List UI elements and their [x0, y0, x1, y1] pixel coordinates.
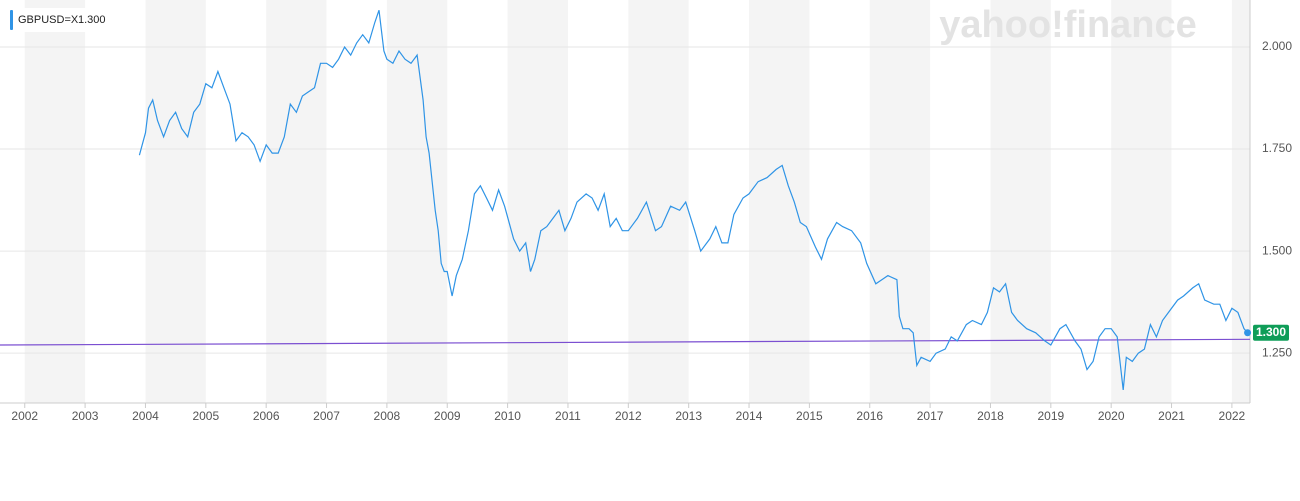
year-band	[869, 0, 931, 403]
x-tick-label: 2019	[1037, 409, 1064, 423]
year-band	[1231, 0, 1250, 403]
year-band	[1111, 0, 1172, 403]
x-tick-label: 2013	[675, 409, 702, 423]
x-tick-label: 2007	[313, 409, 340, 423]
year-band	[628, 0, 689, 403]
x-tick-label: 2015	[796, 409, 823, 423]
year-band	[24, 0, 86, 403]
price-line	[138, 10, 1249, 390]
x-tick-label: 2009	[434, 409, 461, 423]
year-band	[749, 0, 810, 403]
x-tick-label: 2014	[736, 409, 763, 423]
y-tick-label: 1.250	[1262, 345, 1292, 359]
x-tick-label: 2020	[1098, 409, 1125, 423]
x-tick-label: 2004	[132, 409, 159, 423]
x-tick-label: 2008	[374, 409, 401, 423]
x-tick-label: 2005	[192, 409, 219, 423]
year-band	[507, 0, 568, 403]
legend-swatch	[10, 10, 13, 30]
x-tick-label: 2002	[11, 409, 38, 423]
legend-value: 1.300	[78, 14, 106, 26]
x-tick-label: 2022	[1219, 409, 1246, 423]
last-value-label: 1.300	[1256, 325, 1286, 339]
x-tick-label: 2016	[856, 409, 883, 423]
x-tick-label: 2003	[72, 409, 99, 423]
year-band	[990, 0, 1051, 403]
year-band	[266, 0, 327, 403]
x-tick-label: 2012	[615, 409, 642, 423]
x-tick-label: 2017	[917, 409, 944, 423]
y-tick-label: 1.500	[1262, 243, 1292, 257]
x-tick-label: 2021	[1158, 409, 1185, 423]
watermark: yahoo!finance	[939, 4, 1197, 46]
last-value-badge	[1253, 324, 1289, 341]
x-tick-label: 2006	[253, 409, 280, 423]
y-tick-label: 2.000	[1262, 39, 1292, 53]
x-tick-label: 2010	[494, 409, 521, 423]
trend-line	[0, 338, 1251, 346]
x-tick-label: 2018	[977, 409, 1004, 423]
year-band	[145, 0, 206, 403]
last-point	[1244, 329, 1252, 337]
year-band	[386, 0, 448, 403]
legend-box	[6, 8, 110, 32]
y-tick-label: 1.750	[1262, 141, 1292, 155]
legend-label: GBPUSD=X	[18, 14, 79, 26]
x-tick-label: 2011	[555, 409, 581, 423]
